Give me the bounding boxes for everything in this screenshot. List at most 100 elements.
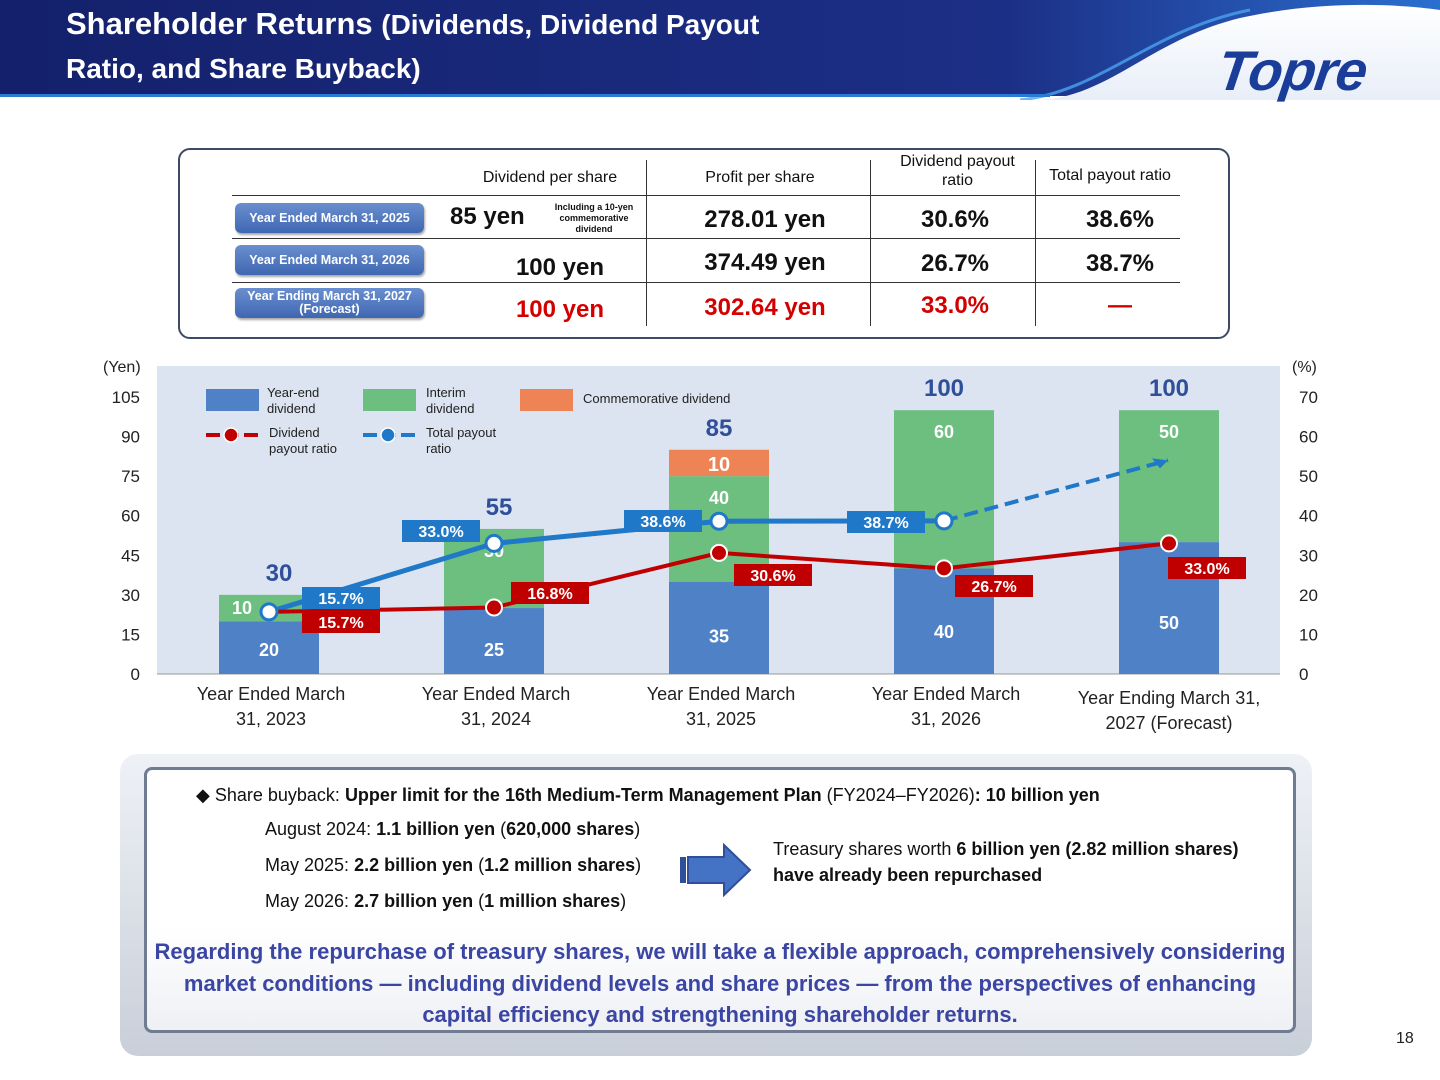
legend-swatch (206, 389, 259, 411)
pps-fy2027: 302.64 yen (704, 294, 826, 321)
dps-fy2025: 85 yen (450, 203, 525, 230)
bar-total-label: 100 (924, 375, 964, 402)
legend-label: dividend (267, 401, 315, 416)
y-right-tick-label: 70 (1299, 388, 1318, 407)
legend-swatch (363, 389, 416, 411)
y-left-tick-label: 75 (121, 467, 140, 486)
buyback-item: May 2025: 2.2 billion yen (1.2 million s… (265, 855, 642, 875)
dividend-payout-label: 16.8% (527, 586, 572, 603)
dps-fy2026: 100 yen (515, 254, 605, 281)
x-category-label: 31, 2023 (236, 709, 306, 729)
total-payout-marker (259, 602, 279, 622)
table-rule (232, 282, 1180, 283)
x-category-label: Year Ended March (872, 684, 1020, 704)
legend-label: dividend (426, 401, 474, 416)
legend-marker (380, 427, 396, 443)
bar-value-label: 40 (709, 488, 729, 508)
buyback-item: May 2026: 2.7 billion yen (1 million sha… (265, 891, 627, 911)
dividend-payout-label-box (1168, 557, 1246, 579)
dividend-payout-label: 15.7% (318, 615, 363, 632)
legend-label: Commemorative dividend (583, 391, 730, 406)
legend-label: ratio (426, 441, 451, 456)
header-dividend-per-share: Dividend per share (482, 169, 618, 186)
dividend-payout-label-box (955, 575, 1033, 597)
diamond-icon: ◆ (196, 785, 210, 805)
commemorative-note: Including a 10-yen commemorative dividen… (554, 202, 634, 234)
table-divider (646, 160, 647, 326)
bar-value-label: 35 (709, 627, 729, 647)
total-payout-fy2027: — (1108, 292, 1132, 319)
page-title: Shareholder Returns (Dividends, Dividend… (66, 2, 1046, 90)
title-sub-2: Ratio, and Share Buyback) (66, 53, 421, 84)
bar-value-label: 50 (1159, 422, 1179, 442)
row-label-fy2025: Year Ended March 31, 2025 (235, 203, 424, 233)
pps-fy2026: 374.49 yen (704, 249, 826, 276)
total-payout-marker (484, 533, 504, 553)
total-payout-label: 38.7% (863, 515, 908, 532)
legend-label: payout ratio (269, 441, 337, 456)
bar-value-label: 20 (259, 640, 279, 660)
total-payout-label-box (402, 520, 480, 542)
y-right-tick-label: 40 (1299, 507, 1318, 526)
total-payout-marker (709, 511, 729, 531)
total-payout-label: 15.7% (318, 591, 363, 608)
x-category-label: Year Ended March (422, 684, 570, 704)
y-left-tick-label: 90 (121, 428, 140, 447)
total-payout-marker (934, 511, 954, 531)
total-payout-projection (943, 458, 1169, 523)
title-sub-1: (Dividends, Dividend Payout (381, 9, 760, 40)
y-right-axis-label: (%) (1292, 359, 1317, 376)
payout-fy2027: 33.0% (920, 292, 990, 319)
total-payout-label: 33.0% (418, 524, 463, 541)
y-right-tick-label: 20 (1299, 586, 1318, 605)
x-category-label: Year Ended March (647, 684, 795, 704)
dividend-payout-marker (485, 598, 503, 617)
bar-total-label: 85 (706, 415, 733, 442)
total-payout-label: 38.6% (640, 514, 685, 531)
dividend-payout-label: 26.7% (971, 579, 1016, 596)
treasury-note-line1: Treasury shares worth 6 billion yen (2.8… (773, 839, 1239, 859)
bar-commemorative-dividend (669, 449, 769, 477)
header-band: Shareholder Returns (Dividends, Dividend… (0, 0, 1440, 102)
x-category-label: 2027 (Forecast) (1105, 713, 1232, 733)
projection-arrowhead (1152, 458, 1168, 469)
bar-year-end-dividend (669, 581, 769, 674)
total-payout-line (268, 518, 945, 615)
y-right-tick-label: 50 (1299, 467, 1318, 486)
header-dividend-payout-ratio: Dividend payout ratio (900, 153, 1015, 189)
bar-value-label: 40 (934, 622, 954, 642)
bar-year-end-dividend (444, 608, 544, 674)
legend-label: Interim (426, 385, 466, 400)
pps-fy2025: 278.01 yen (704, 206, 826, 233)
x-category-label: Year Ended March (197, 684, 345, 704)
bar-total-label: 55 (486, 494, 513, 521)
title-main: Shareholder Returns (66, 6, 373, 41)
payout-fy2025: 30.6% (920, 206, 990, 233)
total-payout-label-box (847, 511, 925, 533)
legend-marker (223, 427, 239, 443)
y-left-tick-label: 60 (121, 507, 140, 526)
bar-value-label: 10 (232, 598, 252, 618)
company-logo: Topre (1213, 39, 1371, 102)
x-category-label: 31, 2026 (911, 709, 981, 729)
x-category-label: 31, 2025 (686, 709, 756, 729)
x-category-label: Year Ending March 31, (1078, 688, 1260, 708)
dividend-table-panel: Dividend per share Profit per share Divi… (178, 148, 1230, 339)
total-payout-fy2025: 38.6% (1085, 206, 1155, 233)
y-left-tick-label: 30 (121, 586, 140, 605)
y-left-axis-label: (Yen) (103, 359, 141, 376)
y-left-tick-label: 0 (131, 665, 140, 684)
payout-fy2026: 26.7% (920, 250, 990, 277)
dividend-payout-marker (710, 543, 728, 562)
bar-interim-dividend (1119, 410, 1219, 543)
closing-statement: Regarding the repurchase of treasury sha… (154, 939, 1286, 1027)
dividend-chart: 0 15 30 45 60 75 90 105 (Yen) 0 10 20 30 40 50 60 70 (%) 2… (103, 359, 1318, 733)
x-category-label: 31, 2024 (461, 709, 531, 729)
dividend-payout-label: 33.0% (1184, 561, 1229, 578)
header-profit-per-share: Profit per share (705, 169, 815, 186)
y-right-tick-label: 30 (1299, 546, 1318, 565)
y-left-tick-label: 105 (112, 388, 140, 407)
row-label-fy2027: Year Ending March 31, 2027 (Forecast) (235, 288, 424, 318)
row-label-fy2026: Year Ended March 31, 2026 (235, 245, 424, 275)
y-right-tick-label: 10 (1299, 625, 1318, 644)
